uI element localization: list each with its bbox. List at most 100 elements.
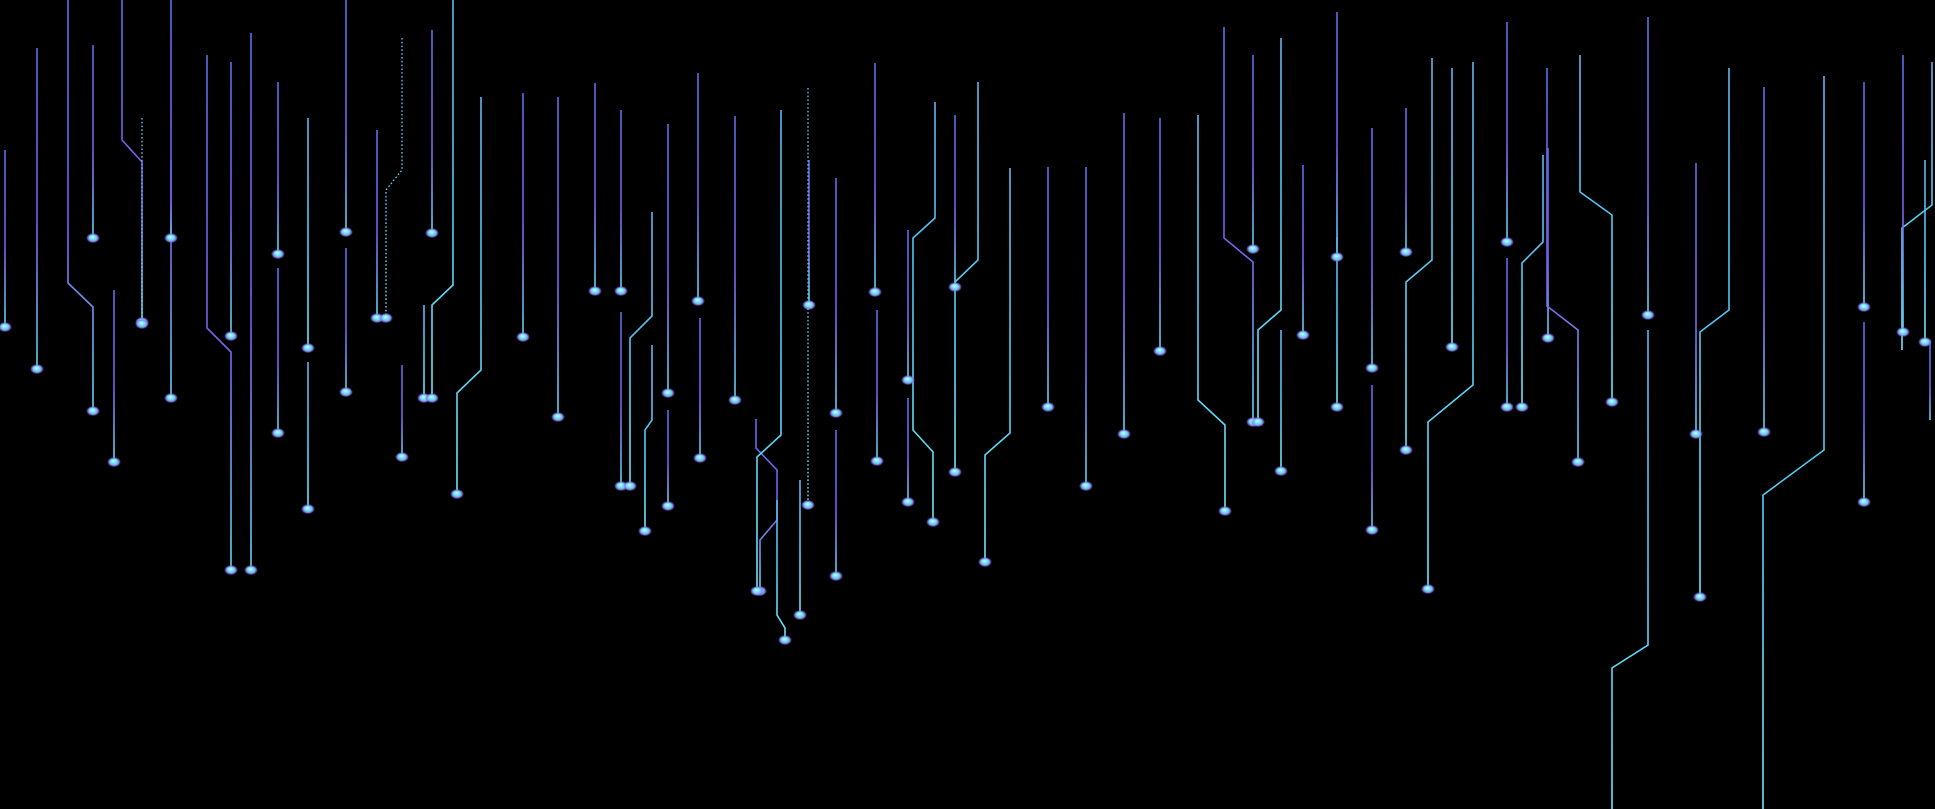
endpoint-dot (795, 611, 805, 618)
circuit-trace (1699, 68, 1730, 595)
endpoint-dot (32, 365, 42, 372)
circuit-trace (431, 0, 454, 396)
endpoint-dot (1276, 467, 1286, 474)
endpoint-dot (1920, 338, 1930, 345)
endpoint-dot (780, 636, 790, 643)
endpoint-dot (1155, 347, 1165, 354)
circuit-trace (629, 212, 653, 484)
endpoint-dot (1759, 428, 1769, 435)
endpoint-dot (0, 323, 10, 330)
endpoint-dot (553, 413, 563, 420)
endpoint-dot (663, 389, 673, 396)
endpoint-dot (303, 505, 313, 512)
endpoint-dot (1517, 403, 1527, 410)
endpoint-dot (1898, 328, 1908, 335)
endpoint-dot (273, 250, 283, 257)
endpoint-dot (166, 234, 176, 241)
endpoint-dot (1607, 398, 1617, 405)
endpoint-dot (427, 394, 437, 401)
circuit-trace (1197, 115, 1226, 509)
endpoint-dot (804, 301, 814, 308)
endpoint-dot (1248, 245, 1258, 252)
circuit-trace (1579, 55, 1613, 400)
circuit-trace (67, 0, 94, 409)
endpoint-dot (1573, 458, 1583, 465)
circuit-trace (1405, 58, 1433, 448)
endpoint-dot (341, 388, 351, 395)
endpoint-dot (1502, 403, 1512, 410)
endpoint-dot (246, 566, 256, 573)
endpoint-dot (397, 453, 407, 460)
endpoint-dot (109, 458, 119, 465)
endpoint-dot (730, 396, 740, 403)
endpoint-dot (1401, 248, 1411, 255)
circuit-trace (385, 38, 403, 316)
endpoint-dot (625, 482, 635, 489)
circuit-trace (206, 55, 232, 568)
circuit-trace (1427, 62, 1474, 587)
endpoint-dots-layer (0, 226, 1932, 646)
endpoint-dot (616, 287, 626, 294)
endpoint-dot (831, 572, 841, 579)
circuit-trace (1762, 76, 1825, 809)
endpoint-dot (752, 587, 762, 594)
endpoint-dot (903, 376, 913, 383)
endpoint-dot (226, 332, 236, 339)
circuit-trace (954, 82, 979, 470)
endpoint-dot (1643, 311, 1653, 318)
endpoint-dot (590, 287, 600, 294)
circuit-trace (1521, 155, 1544, 405)
endpoint-dot (870, 288, 880, 295)
endpoint-dot (1502, 238, 1512, 245)
endpoint-dot (226, 566, 236, 573)
endpoint-dot (663, 502, 673, 509)
circuit-trace (984, 168, 1011, 560)
endpoint-dot (166, 394, 176, 401)
circuit-trace (1223, 27, 1254, 420)
circuit-trace (1257, 38, 1282, 420)
endpoint-dot (1401, 446, 1411, 453)
endpoint-dot (903, 498, 913, 505)
endpoint-dot (1119, 430, 1129, 437)
endpoint-dot (381, 314, 391, 321)
endpoint-dot (1367, 526, 1377, 533)
endpoint-dot (980, 558, 990, 565)
circuit-trace (776, 500, 786, 638)
circuit-trace (755, 419, 778, 589)
endpoint-dot (341, 228, 351, 235)
endpoint-dot (273, 429, 283, 436)
endpoint-dot (1543, 334, 1553, 341)
endpoint-dot (1043, 403, 1053, 410)
endpoint-dot (518, 333, 528, 340)
endpoint-dot (831, 409, 841, 416)
circuit-trace (644, 345, 653, 529)
endpoint-dot (950, 283, 960, 290)
circuit-trace (456, 97, 482, 492)
endpoint-dot (1859, 498, 1869, 505)
endpoint-dot (452, 490, 462, 497)
endpoint-dot (1447, 343, 1457, 350)
endpoint-dot (1691, 430, 1701, 437)
endpoint-dot (1367, 364, 1377, 371)
endpoint-dot (137, 320, 147, 327)
circuit-trace (1546, 68, 1579, 460)
endpoint-dot (303, 344, 313, 351)
endpoint-dot (1220, 507, 1230, 514)
endpoint-dot (803, 501, 813, 508)
endpoint-dot (427, 229, 437, 236)
endpoint-dot (872, 457, 882, 464)
endpoint-dot (1298, 331, 1308, 338)
endpoint-dot (695, 454, 705, 461)
endpoint-dot (693, 297, 703, 304)
circuit-trace (912, 102, 936, 520)
endpoint-dot (1695, 593, 1705, 600)
endpoint-dot (640, 527, 650, 534)
endpoint-dot (1859, 303, 1869, 310)
endpoint-dot (1081, 482, 1091, 489)
traces-layer (4, 0, 1933, 809)
endpoint-dot (1332, 403, 1342, 410)
circuit-trace (1901, 62, 1933, 350)
